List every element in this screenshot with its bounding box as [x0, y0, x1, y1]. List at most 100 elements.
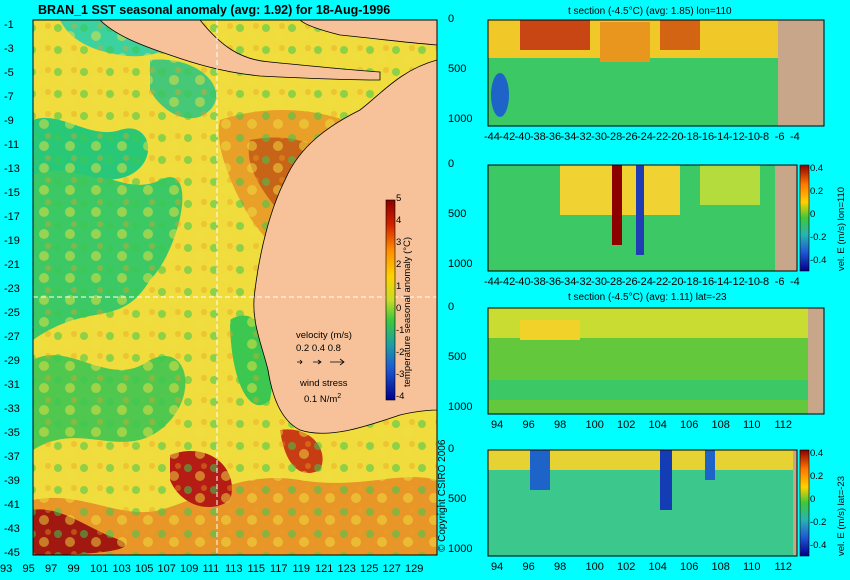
map-x-tick: 121 [315, 563, 334, 575]
section-x-tick: -44 [484, 276, 500, 288]
velocity-label: velocity (m/s) [296, 330, 352, 341]
section-x-tick: -22 [652, 276, 669, 288]
section4-field [487, 449, 798, 557]
section-colorbar-tick: 0.2 [810, 186, 824, 197]
map-y-tick: -23 [4, 283, 20, 295]
section-x-tick: -8 [759, 276, 770, 288]
map-x-tick: 119 [292, 563, 311, 575]
map-colorbar-tick: -4 [396, 391, 405, 402]
section-x-tick: 108 [711, 561, 730, 573]
section-y-tick: 1000 [448, 258, 473, 270]
section-x-tick: 104 [648, 419, 667, 431]
map-x-tick: 113 [225, 563, 243, 575]
map-y-tick: -35 [4, 427, 20, 439]
section-x-tick: -44 [484, 131, 500, 143]
map-y-tick: -5 [4, 67, 14, 79]
map-y-tick: -3 [4, 43, 14, 55]
section-y-tick: 500 [448, 63, 467, 75]
section4-colorbar [799, 449, 810, 557]
map-x-tick: 111 [202, 563, 220, 575]
section-x-tick: 104 [648, 561, 667, 573]
section-x-tick: -32 [575, 276, 592, 288]
section-x-tick: -32 [575, 131, 592, 143]
map-y-tick: -1 [4, 19, 14, 31]
section-x-tick: -34 [560, 131, 577, 143]
map-y-tick: -9 [4, 115, 14, 127]
section-colorbar-tick: -0.2 [810, 232, 827, 243]
map-field [33, 20, 437, 555]
map-x-tick: 125 [360, 563, 379, 575]
section-x-tick: -6 [774, 131, 785, 143]
section-x-tick: 110 [743, 561, 761, 573]
map-y-tick: -43 [4, 523, 20, 535]
map-y-tick: -21 [4, 259, 20, 271]
map-y-tick: -39 [4, 475, 20, 487]
map-x-tick: 127 [382, 563, 401, 575]
section-x-tick: -6 [774, 276, 785, 288]
wind-stress-value: 0.1 N/m2 [304, 393, 341, 405]
section-x-tick: 96 [522, 561, 535, 573]
section-x-tick: -36 [545, 276, 562, 288]
velocity-values: 0.2 0.4 0.8 [296, 343, 341, 354]
section-x-tick: 112 [774, 561, 793, 573]
map-colorbar-label: temperature seasonal anomaly (°C) [402, 236, 413, 387]
map-y-tick: -17 [4, 211, 20, 223]
section-x-tick: 108 [711, 419, 730, 431]
map-x-tick: 93 [0, 563, 13, 575]
section-x-tick: -12 [728, 276, 745, 288]
map-colorbar-tick: -2 [396, 347, 405, 358]
section-x-tick: -16 [698, 276, 715, 288]
section-colorbar-tick: -0.4 [810, 540, 827, 551]
section-x-tick: -24 [637, 276, 653, 288]
section-x-tick: -4 [790, 276, 800, 288]
map-y-tick: -45 [4, 547, 20, 559]
section-x-tick: 94 [491, 419, 504, 431]
section2-colorbar [799, 164, 810, 272]
section-x-tick: 94 [491, 561, 504, 573]
map-x-tick: 115 [247, 563, 266, 575]
section-x-tick: 96 [522, 419, 535, 431]
section-x-tick: -40 [514, 276, 531, 288]
section2-field [487, 164, 798, 272]
section-x-tick: 110 [743, 419, 761, 431]
map-y-tick: -41 [4, 499, 20, 511]
section-x-tick: -30 [591, 276, 607, 288]
map-x-tick: 109 [180, 563, 199, 575]
map-x-tick: 105 [135, 563, 154, 575]
section-x-tick: -28 [606, 276, 623, 288]
map-x-tick: 97 [45, 563, 58, 575]
section-x-tick: 112 [774, 419, 793, 431]
map-y-tick: -33 [4, 403, 20, 415]
map-colorbar-tick: 4 [396, 215, 402, 226]
section-x-tick: -42 [499, 131, 516, 143]
section-x-tick: -10 [744, 276, 760, 288]
section-x-tick: -4 [790, 131, 800, 143]
map-y-tick: -15 [4, 187, 20, 199]
copyright: © Copyright CSIRO 2006 [437, 439, 448, 552]
section-x-tick: 102 [617, 419, 636, 431]
section-colorbar-tick: 0.4 [810, 163, 824, 174]
section-y-tick: 0 [448, 158, 455, 170]
section-y-tick: 1000 [448, 113, 473, 125]
map-y-tick: -25 [4, 307, 20, 319]
section-x-tick: -42 [499, 276, 516, 288]
section-x-tick: -20 [667, 131, 684, 143]
section-x-tick: -26 [621, 131, 638, 143]
section-x-tick: -22 [652, 131, 669, 143]
map-y-tick: -19 [4, 235, 20, 247]
map-x-tick: 101 [90, 563, 109, 575]
section-x-tick: -28 [606, 131, 623, 143]
map-colorbar-tick: -1 [396, 325, 405, 336]
section-x-tick: 98 [554, 561, 567, 573]
map-colorbar [385, 199, 396, 401]
section-x-tick: -14 [713, 276, 730, 288]
section-y-tick: 500 [448, 208, 467, 220]
map-x-tick: 117 [270, 563, 288, 575]
map-colorbar-tick: 3 [396, 237, 402, 248]
map-y-tick: -31 [4, 379, 20, 391]
section-y-tick: 500 [448, 351, 467, 363]
map-colorbar-tick: 5 [396, 193, 402, 204]
section-x-tick: -18 [682, 276, 699, 288]
section4-colorbar-label: vel. E (m/s) lat=-23 [836, 476, 847, 556]
map-y-tick: -13 [4, 163, 20, 175]
